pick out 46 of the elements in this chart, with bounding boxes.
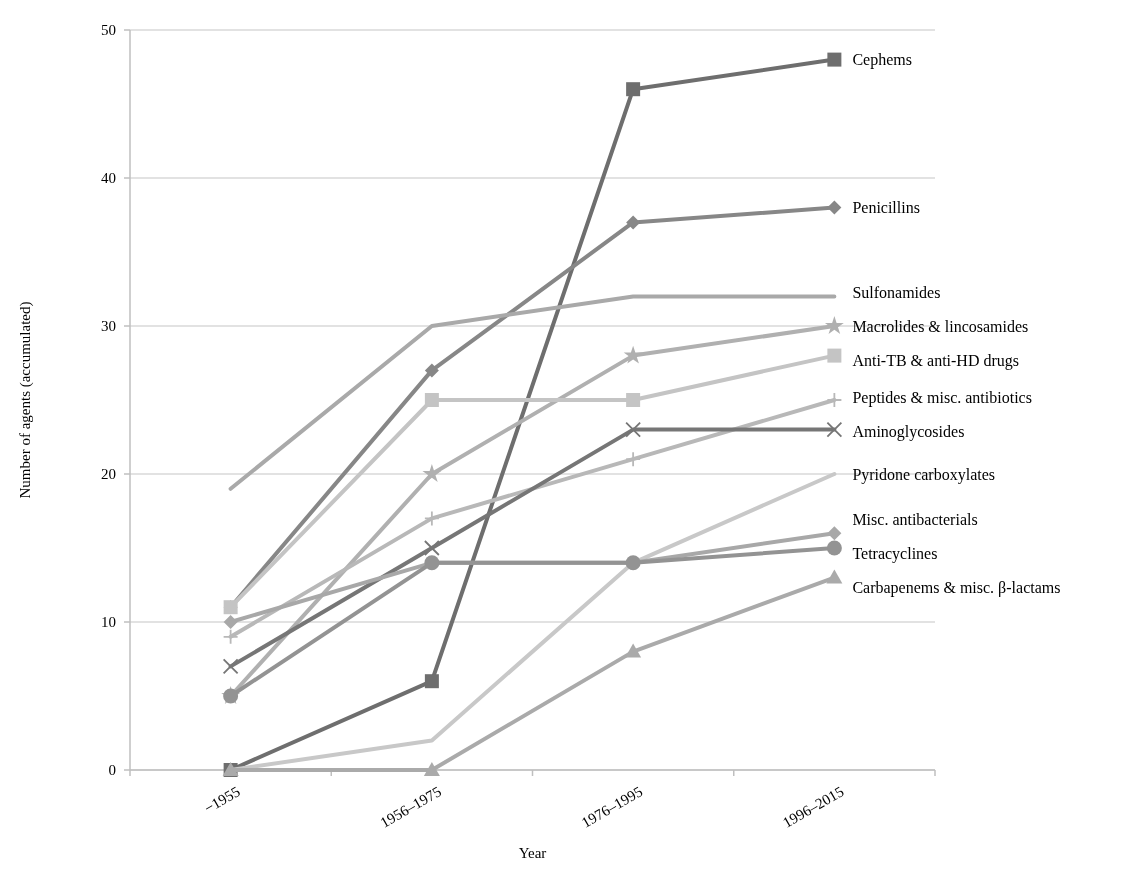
point <box>625 421 642 438</box>
x-axis-title: Year <box>518 845 547 861</box>
series-label: Carbapenems & misc. β-lactams <box>852 578 1061 597</box>
y-tick-label: 30 <box>101 318 116 335</box>
point <box>423 540 440 556</box>
point <box>827 526 842 541</box>
y-tick-label: 20 <box>101 466 116 483</box>
series-label: Sulfonamides <box>852 283 941 301</box>
y-tick-label: 40 <box>101 170 116 187</box>
y-tick-label: 0 <box>108 762 116 779</box>
y-axis-title: Number of agents (accumulated) <box>17 301 34 499</box>
series-label: Anti-TB & anti-HD drugs <box>852 351 1020 370</box>
point <box>623 345 643 364</box>
series-label: Cephems <box>852 51 912 70</box>
x-tick-label: −1955 <box>201 783 243 817</box>
point <box>827 52 842 67</box>
point <box>824 316 844 335</box>
point <box>423 510 440 527</box>
series-label: Peptides & misc. antibiotics <box>852 389 1032 408</box>
point <box>222 658 239 675</box>
point <box>826 421 843 438</box>
point <box>422 464 442 483</box>
series-label: Aminoglycosides <box>852 423 965 442</box>
series-label: Tetracyclines <box>852 544 938 563</box>
point <box>826 540 842 556</box>
series-label: Pyridone carboxylates <box>852 465 995 484</box>
point <box>424 363 439 378</box>
point <box>827 348 842 363</box>
point <box>626 82 641 97</box>
series-label: Misc. antibacterials <box>852 510 978 528</box>
point <box>223 615 238 629</box>
y-tick-label: 10 <box>101 614 116 631</box>
y-tick-label: 50 <box>101 22 116 39</box>
point <box>826 392 843 408</box>
point <box>424 393 439 407</box>
point <box>827 200 842 215</box>
point <box>625 643 642 658</box>
point <box>826 569 843 584</box>
point <box>625 451 642 468</box>
point <box>424 674 439 689</box>
point <box>423 762 440 776</box>
series-label: Penicillins <box>852 199 920 217</box>
point <box>222 628 239 645</box>
series-label: Macrolides & lincosamides <box>852 317 1029 335</box>
point <box>626 393 641 407</box>
point <box>626 215 641 230</box>
